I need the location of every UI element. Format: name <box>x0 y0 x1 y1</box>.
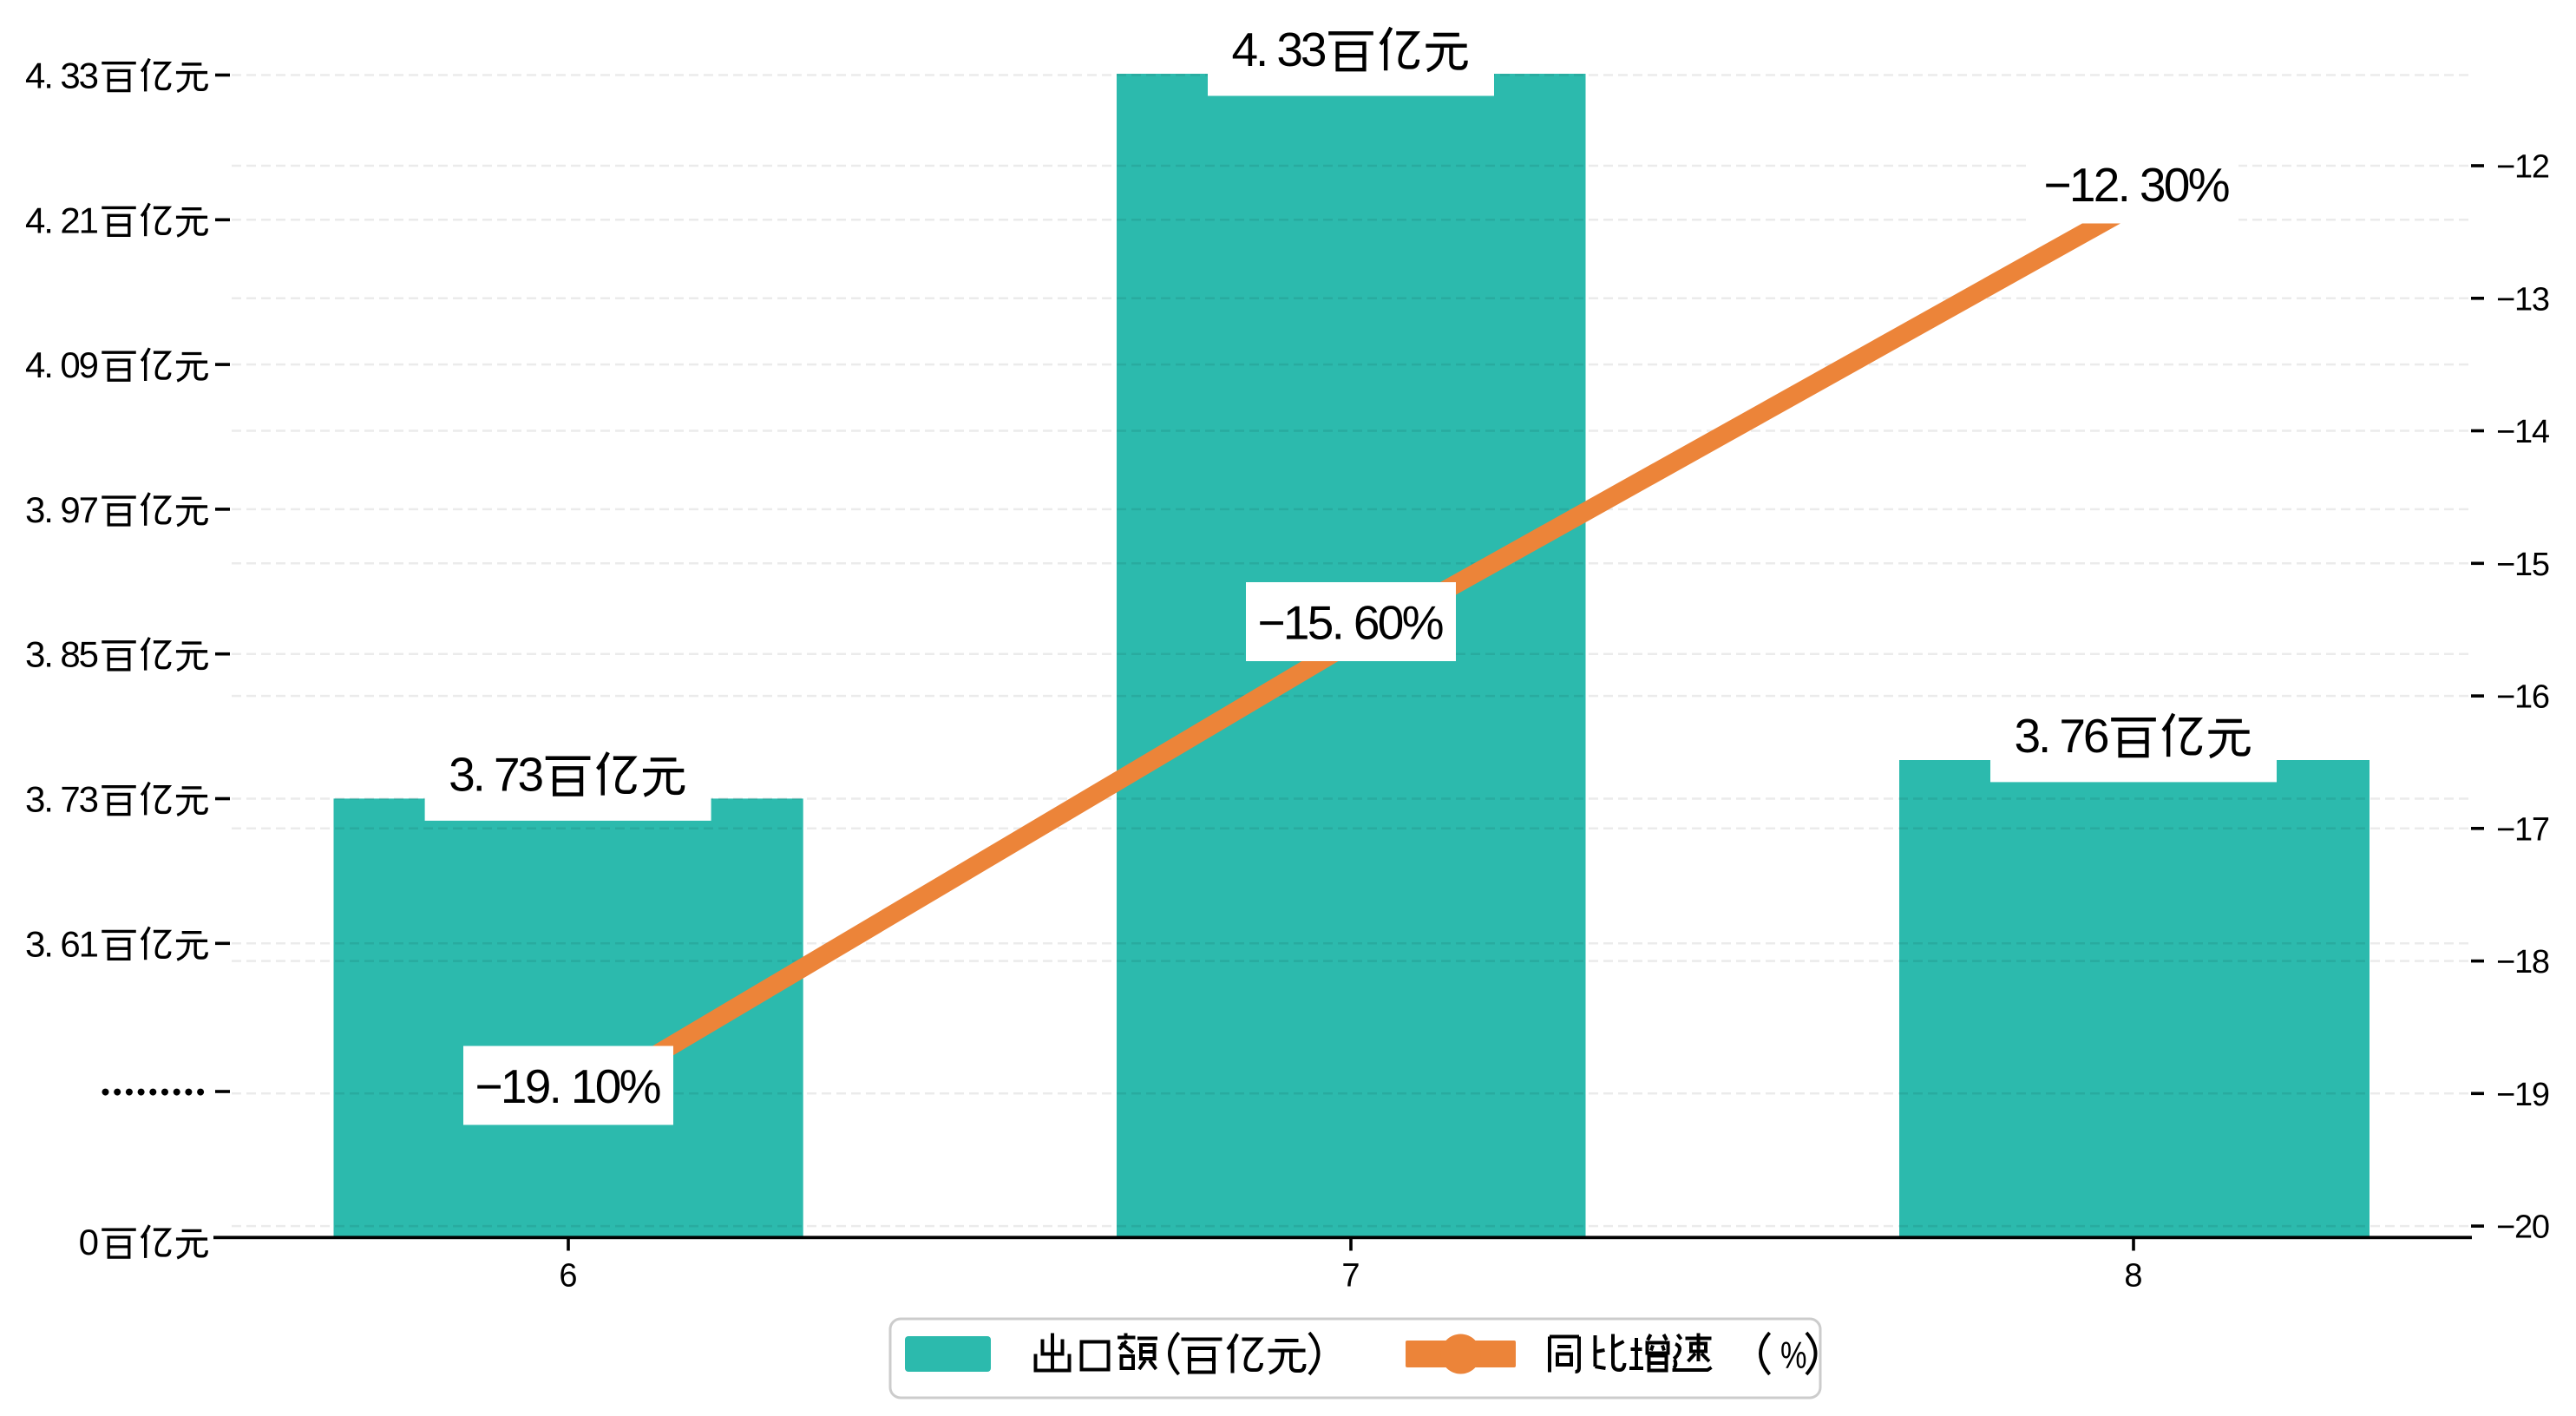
svg-text:−15. 60%: −15. 60% <box>1258 596 1445 650</box>
svg-text:4. 21: 4. 21 <box>25 200 99 240</box>
svg-text:8: 8 <box>2124 1258 2142 1295</box>
svg-text:3. 73: 3. 73 <box>449 748 544 802</box>
svg-text:−16: −16 <box>2496 679 2550 716</box>
svg-text:3. 85: 3. 85 <box>25 634 99 675</box>
svg-text:−13: −13 <box>2496 281 2550 318</box>
svg-text:−19. 10%: −19. 10% <box>475 1059 662 1113</box>
svg-text:−12: −12 <box>2496 149 2550 186</box>
svg-text:−14: −14 <box>2496 414 2550 450</box>
svg-text:7: 7 <box>1341 1258 1360 1295</box>
svg-text:6: 6 <box>559 1258 577 1295</box>
svg-text:3. 61: 3. 61 <box>25 923 99 964</box>
svg-text:−19: −19 <box>2496 1077 2550 1113</box>
svg-text:4. 33: 4. 33 <box>1232 23 1327 76</box>
svg-text:4. 09: 4. 09 <box>25 344 99 385</box>
svg-text:3. 76: 3. 76 <box>2015 709 2110 763</box>
svg-text:0: 0 <box>79 1222 99 1262</box>
svg-text:−18: −18 <box>2496 944 2550 980</box>
svg-text:4. 33: 4. 33 <box>25 56 99 96</box>
svg-text:3. 97: 3. 97 <box>25 489 99 530</box>
svg-text:3. 73: 3. 73 <box>25 779 99 820</box>
svg-text:−17: −17 <box>2496 811 2550 848</box>
svg-text:−12. 30%: −12. 30% <box>2044 158 2231 212</box>
svg-text:%: % <box>1780 1334 1807 1376</box>
svg-text:−20: −20 <box>2496 1210 2550 1246</box>
svg-text:−15: −15 <box>2496 547 2550 583</box>
